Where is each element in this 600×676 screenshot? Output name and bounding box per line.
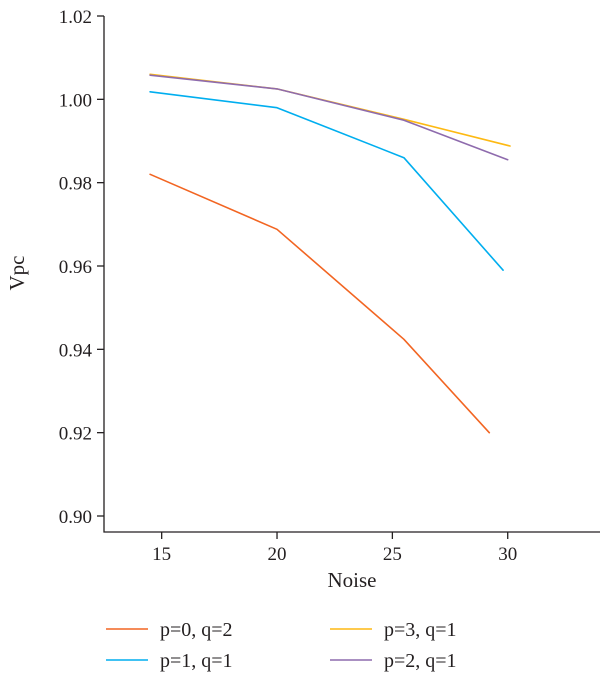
series-line-4 xyxy=(149,74,509,161)
x-tick-label: 20 xyxy=(268,544,287,565)
x-tick-label: 25 xyxy=(383,544,402,565)
series-line-1 xyxy=(149,173,491,434)
legend-label: p=3, q=1 xyxy=(384,619,457,641)
series-lines xyxy=(149,73,511,434)
y-tick-label: 0.98 xyxy=(59,174,92,195)
legend-label: p=2, q=1 xyxy=(384,650,457,672)
series-line-2 xyxy=(149,91,504,272)
y-tick-label: 0.92 xyxy=(59,424,92,445)
axis-frame xyxy=(103,16,600,533)
y-tick-label: 1.00 xyxy=(59,90,92,111)
y-tick-label: 1.02 xyxy=(59,7,92,28)
series-line-3 xyxy=(149,73,511,147)
y-axis-title: Vpc xyxy=(5,256,29,291)
legend: p=0, q=2 p=1, q=1 p=3, q=1 p=2, q=1 xyxy=(106,619,457,672)
y-axis-ticks: 0.90 0.92 0.94 0.96 0.98 1.00 1.02 xyxy=(59,7,104,528)
legend-label: p=0, q=2 xyxy=(160,619,233,641)
x-axis-title: Noise xyxy=(328,568,377,592)
y-tick-label: 0.94 xyxy=(59,340,93,361)
legend-label: p=1, q=1 xyxy=(160,650,233,672)
x-axis-ticks: 15 20 25 30 xyxy=(152,532,517,565)
x-tick-label: 15 xyxy=(152,544,171,565)
x-tick-label: 30 xyxy=(498,544,517,565)
axes xyxy=(103,16,600,533)
y-tick-label: 0.90 xyxy=(59,507,92,528)
y-tick-label: 0.96 xyxy=(59,257,92,278)
